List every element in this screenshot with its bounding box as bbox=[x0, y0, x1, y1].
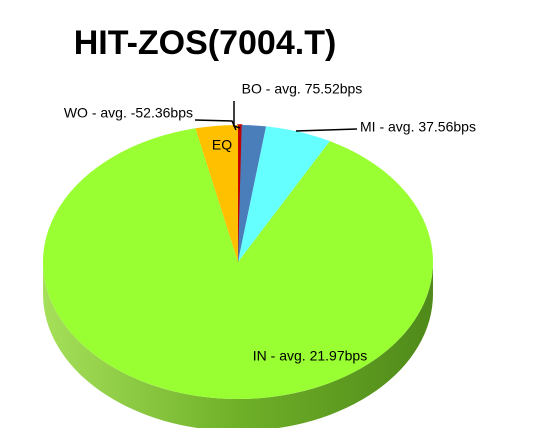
slice-label: IN - avg. 21.97bps bbox=[253, 348, 367, 364]
slice-side bbox=[43, 262, 433, 428]
slice-label: WO - avg. -52.36bps bbox=[64, 105, 193, 121]
leader-line bbox=[194, 119, 237, 131]
chart-title: HIT-ZOS(7004.T) bbox=[74, 24, 337, 62]
slice bbox=[42, 128, 433, 399]
slice bbox=[237, 124, 243, 263]
slice bbox=[238, 125, 267, 262]
slice bbox=[195, 125, 238, 262]
slice bbox=[238, 126, 330, 262]
slice-label: BO - avg. 75.52bps bbox=[242, 81, 363, 97]
slice-label: MI - avg. 37.56bps bbox=[360, 119, 476, 135]
slice-label: EQ bbox=[212, 137, 232, 153]
leader-line bbox=[295, 128, 358, 132]
leader-line bbox=[233, 101, 241, 129]
